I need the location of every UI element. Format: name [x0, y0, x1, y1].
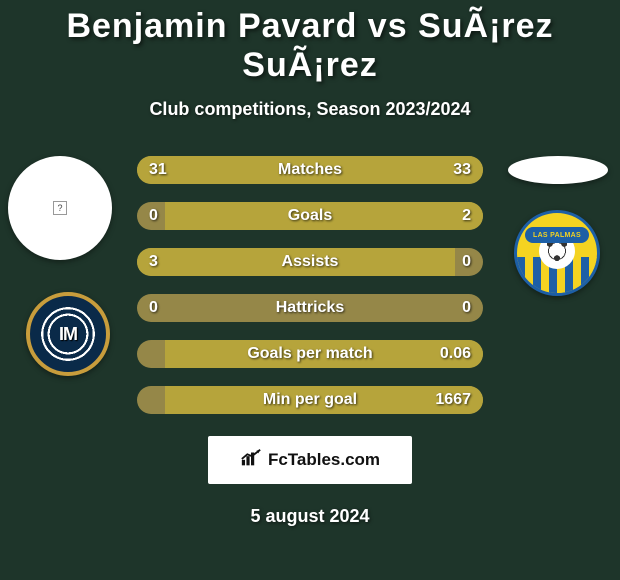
right-player-photo	[508, 156, 608, 184]
left-player-photo: ?	[8, 156, 112, 260]
stat-row: Goals per match0.06	[137, 340, 483, 368]
page-subtitle: Club competitions, Season 2023/2024	[0, 99, 620, 120]
left-club-badge: IM	[26, 292, 110, 376]
page-title: Benjamin Pavard vs SuÃ¡rez SuÃ¡rez	[0, 7, 620, 85]
stat-row: Min per goal1667	[137, 386, 483, 414]
stat-right-value: 0	[462, 248, 471, 276]
fctables-label: FcTables.com	[268, 450, 380, 470]
stat-row: 0Goals2	[137, 202, 483, 230]
stage: ? IM LAS PALMAS 31Matches330Goals23Assis…	[0, 156, 620, 414]
stat-label: Matches	[137, 156, 483, 184]
stat-row: 0Hattricks0	[137, 294, 483, 322]
stat-right-value: 1667	[435, 386, 471, 414]
stat-label: Min per goal	[137, 386, 483, 414]
stat-label: Goals	[137, 202, 483, 230]
comparison-card: Benjamin Pavard vs SuÃ¡rez SuÃ¡rez Club …	[0, 0, 620, 580]
stat-row: 31Matches33	[137, 156, 483, 184]
stat-label: Assists	[137, 248, 483, 276]
stat-right-value: 2	[462, 202, 471, 230]
stat-right-value: 33	[453, 156, 471, 184]
stat-right-value: 0.06	[440, 340, 471, 368]
stat-bars: 31Matches330Goals23Assists00Hattricks0Go…	[137, 156, 483, 414]
fctables-logo-icon	[240, 448, 262, 473]
stat-right-value: 0	[462, 294, 471, 322]
missing-image-icon: ?	[53, 201, 67, 215]
stat-label: Hattricks	[137, 294, 483, 322]
right-club-badge: LAS PALMAS	[514, 210, 600, 296]
date-label: 5 august 2024	[0, 506, 620, 527]
fctables-badge[interactable]: FcTables.com	[208, 436, 412, 484]
stat-row: 3Assists0	[137, 248, 483, 276]
stat-label: Goals per match	[137, 340, 483, 368]
